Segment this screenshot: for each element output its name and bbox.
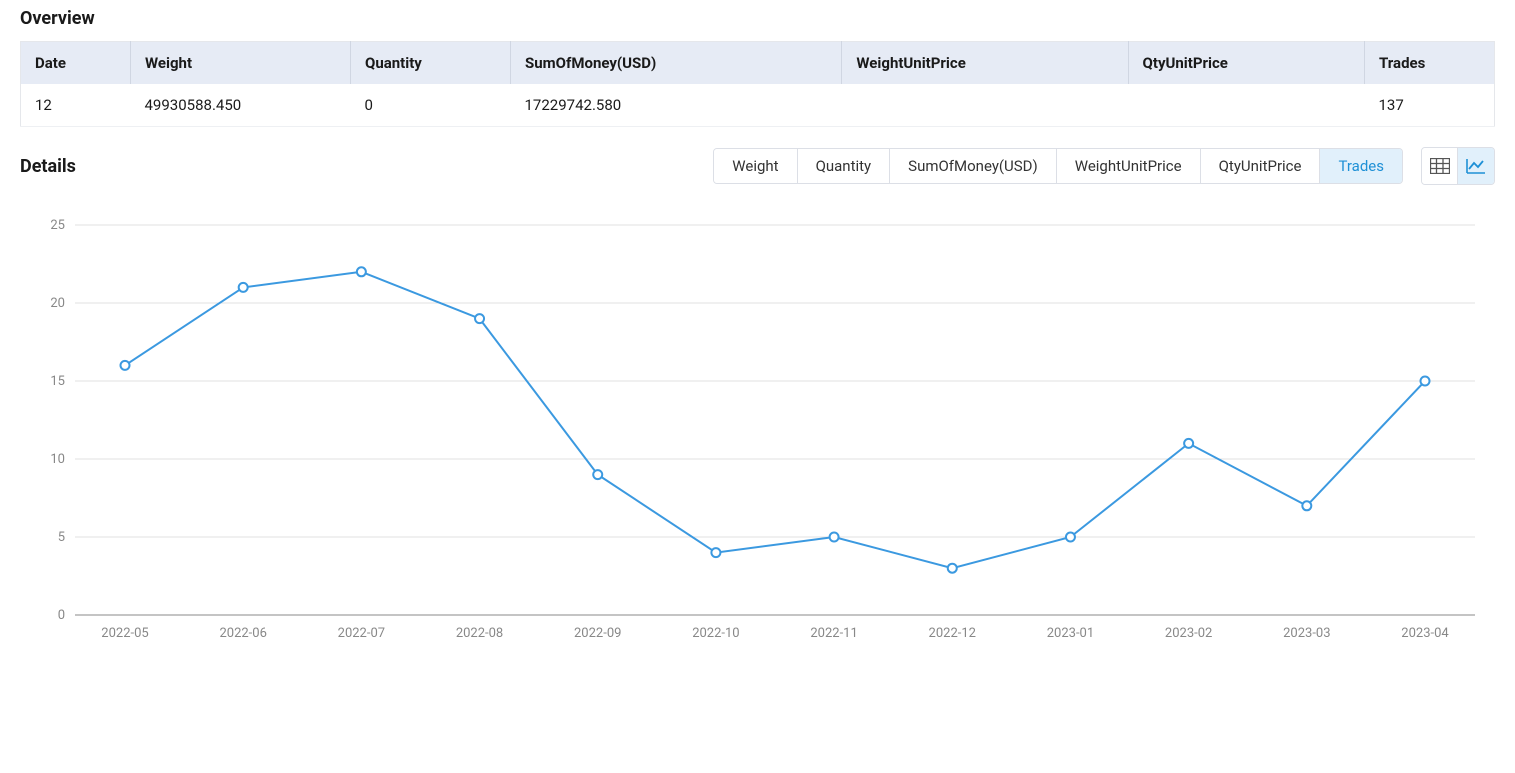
- view-chart-button[interactable]: [1458, 148, 1494, 184]
- svg-text:2022-09: 2022-09: [574, 626, 621, 641]
- view-toggle: [1421, 147, 1495, 185]
- col-qtyunitprice: QtyUnitPrice: [1128, 42, 1364, 85]
- svg-text:2022-07: 2022-07: [338, 626, 385, 641]
- table-icon: [1430, 158, 1450, 174]
- svg-text:2022-06: 2022-06: [219, 626, 266, 641]
- details-title: Details: [20, 156, 76, 177]
- tab-qtyunitprice[interactable]: QtyUnitPrice: [1201, 149, 1321, 183]
- tab-sumofmoney[interactable]: SumOfMoney(USD): [890, 149, 1057, 183]
- tab-weightunitprice[interactable]: WeightUnitPrice: [1057, 149, 1201, 183]
- svg-text:2022-12: 2022-12: [929, 626, 976, 641]
- col-date: Date: [21, 42, 131, 85]
- col-quantity: Quantity: [351, 42, 511, 85]
- cell-qtyunitprice: [1128, 84, 1364, 127]
- tab-trades[interactable]: Trades: [1320, 149, 1402, 183]
- cell-date: 12: [21, 84, 131, 127]
- tab-weight[interactable]: Weight: [714, 149, 797, 183]
- svg-text:2022-11: 2022-11: [810, 626, 857, 641]
- svg-text:20: 20: [50, 296, 65, 311]
- svg-text:2022-08: 2022-08: [456, 626, 503, 641]
- col-sumofmoney: SumOfMoney(USD): [511, 42, 842, 85]
- svg-text:2023-02: 2023-02: [1165, 626, 1212, 641]
- cell-trades: 137: [1365, 84, 1495, 127]
- col-weightunitprice: WeightUnitPrice: [842, 42, 1128, 85]
- svg-text:15: 15: [50, 374, 65, 389]
- svg-text:0: 0: [58, 608, 65, 623]
- overview-data-row: 12 49930588.450 0 17229742.580 137: [21, 84, 1495, 127]
- view-table-button[interactable]: [1422, 148, 1458, 184]
- svg-text:2023-04: 2023-04: [1401, 626, 1449, 641]
- details-controls: Weight Quantity SumOfMoney(USD) WeightUn…: [713, 147, 1495, 185]
- overview-title: Overview: [20, 8, 1495, 29]
- svg-text:2023-01: 2023-01: [1047, 626, 1094, 641]
- svg-text:2022-05: 2022-05: [101, 626, 148, 641]
- svg-text:10: 10: [50, 452, 65, 467]
- line-chart-icon: [1466, 158, 1486, 174]
- cell-weightunitprice: [842, 84, 1128, 127]
- cell-quantity: 0: [351, 84, 511, 127]
- col-weight: Weight: [131, 42, 351, 85]
- cell-weight: 49930588.450: [131, 84, 351, 127]
- col-trades: Trades: [1365, 42, 1495, 85]
- metric-tabs: Weight Quantity SumOfMoney(USD) WeightUn…: [713, 148, 1403, 184]
- svg-text:2022-10: 2022-10: [692, 626, 739, 641]
- svg-text:2023-03: 2023-03: [1283, 626, 1330, 641]
- tab-quantity[interactable]: Quantity: [798, 149, 891, 183]
- svg-text:5: 5: [58, 530, 65, 545]
- details-bar: Details Weight Quantity SumOfMoney(USD) …: [20, 147, 1495, 185]
- cell-sumofmoney: 17229742.580: [511, 84, 842, 127]
- overview-header-row: Date Weight Quantity SumOfMoney(USD) Wei…: [21, 42, 1495, 85]
- overview-table: Date Weight Quantity SumOfMoney(USD) Wei…: [20, 41, 1495, 127]
- trades-line-chart: 0 5 10 15 20 25 2022-05 2022-06 2022-07 2022-08 20…: [20, 215, 1495, 645]
- svg-text:25: 25: [50, 218, 65, 233]
